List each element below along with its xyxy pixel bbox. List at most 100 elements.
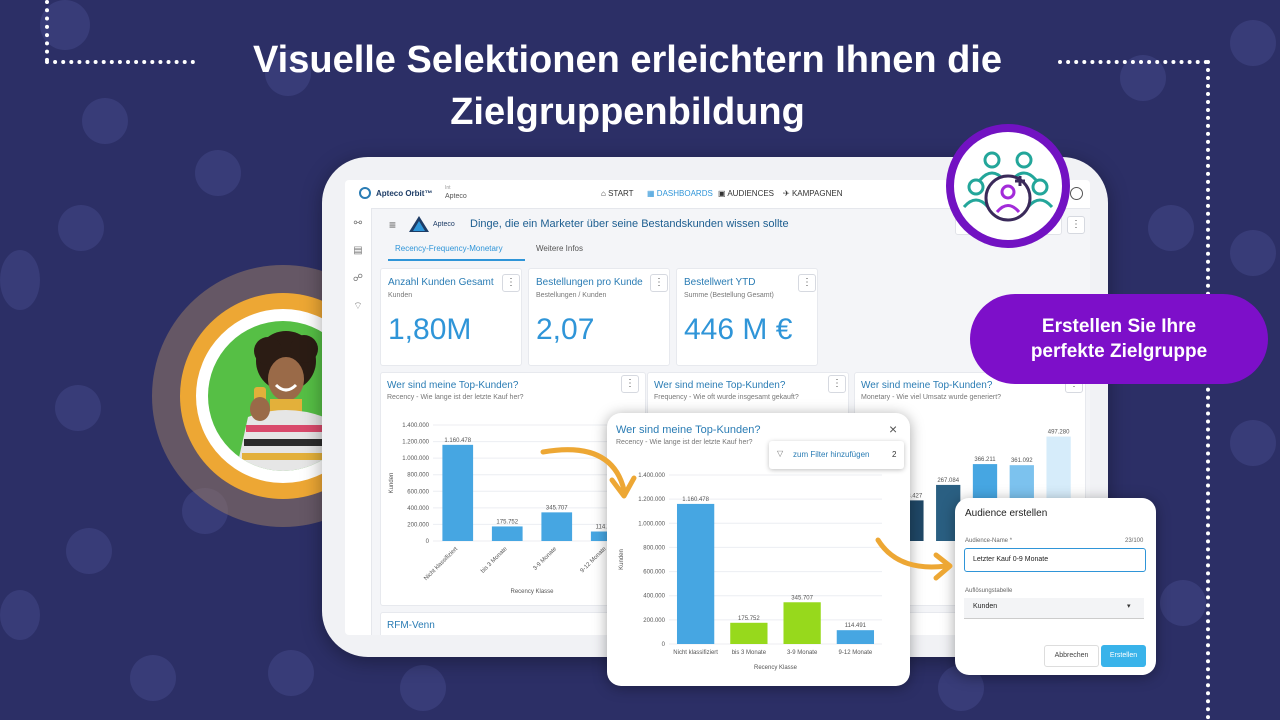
y-tick-label: 600.000	[407, 489, 429, 495]
kpi-value: 2,07	[536, 313, 595, 346]
people-icon[interactable]: ☍	[352, 273, 364, 284]
data-label: 175.752	[738, 616, 760, 622]
data-label: 1.160.478	[444, 438, 471, 444]
dotted-line	[1058, 60, 1208, 64]
x-tick-label: Nicht klassifiziert	[673, 650, 718, 656]
y-tick-label: 1.200.000	[638, 497, 665, 503]
chart-card-subtitle: Frequency - Wie oft wurde insgesamt geka…	[654, 394, 799, 401]
tab-recency[interactable]: Recency-Frequency-Monetary	[395, 244, 503, 253]
dashboard-title: Dinge, die ein Marketer über seine Besta…	[470, 218, 789, 230]
bg-circle	[1148, 205, 1194, 251]
y-tick-label: 1.000.000	[638, 521, 665, 527]
kpi-subtitle: Summe (Bestellung Gesamt)	[684, 292, 774, 299]
campaign-icon: ✈	[783, 189, 790, 198]
x-tick-label: 9-12 Monate	[839, 650, 873, 656]
bg-circle	[1230, 230, 1276, 276]
add-group-icon	[962, 151, 1054, 222]
recency-chart[interactable]: 0 200.000 400.000 600.000 800.000 1.000.000 1.…	[381, 405, 645, 605]
menu-icon[interactable]: ≡	[389, 218, 397, 232]
nav-dashboards-label: DASHBOARDS	[656, 189, 713, 198]
chart-icon[interactable]: ▤	[353, 245, 363, 256]
data-label: 267.084	[937, 478, 959, 484]
user-icon[interactable]	[1070, 187, 1083, 200]
link-icon[interactable]: ⚯	[353, 218, 363, 229]
bar	[676, 503, 715, 644]
y-tick-label: 800.000	[407, 473, 429, 479]
dotted-line	[1206, 60, 1210, 720]
kpi-value: 1,80M	[388, 313, 472, 346]
table-field-label: Auflösungstabelle	[965, 588, 1013, 594]
bg-circle	[0, 250, 40, 310]
y-axis-label: Kunden	[389, 473, 395, 494]
chevron-down-icon: ▾	[1127, 603, 1131, 610]
cancel-button[interactable]: Abbrechen	[1044, 645, 1099, 667]
org-name[interactable]: Apteco	[445, 193, 467, 200]
bg-circle	[66, 528, 112, 574]
bar	[836, 630, 875, 644]
app-logo[interactable]: Apteco Orbit™	[376, 189, 433, 198]
callout-line-2: perfekte Zielgruppe	[1030, 341, 1208, 362]
bar	[730, 622, 768, 644]
header-more-menu[interactable]: ⋮	[1067, 216, 1085, 234]
bar	[541, 512, 573, 541]
audience-badge-inner	[954, 132, 1062, 240]
create-button[interactable]: Erstellen	[1101, 645, 1146, 667]
bar	[491, 526, 523, 541]
nav-dashboards[interactable]: ▦ DASHBOARDS	[647, 189, 713, 198]
bar	[590, 531, 622, 541]
y-axis-label: Kunden	[619, 549, 625, 570]
y-tick-label: 0	[426, 539, 430, 545]
table-select-value: Kunden	[973, 603, 998, 610]
person-illustration	[236, 331, 336, 471]
nav-start-label: START	[608, 189, 634, 198]
headline-line-2: Zielgruppenbildung	[450, 91, 805, 133]
audience-name-input[interactable]: Letzter Kauf 0-9 Monate	[964, 548, 1146, 572]
bg-circle	[82, 98, 128, 144]
orbit-logo-icon	[359, 187, 371, 199]
chart-more-menu[interactable]: ⋮	[621, 375, 639, 393]
kpi-more-menu[interactable]: ⋮	[502, 274, 520, 292]
megaphone-icon[interactable]: ⌔	[353, 301, 363, 312]
x-tick-label: 9-12 Monate	[580, 546, 609, 575]
bg-circle	[1160, 580, 1206, 626]
nav-audiences[interactable]: ▣ AUDIENCES	[718, 189, 774, 198]
close-icon[interactable]: ×	[889, 421, 898, 437]
bg-circle	[400, 665, 446, 711]
callout-pill: Erstellen Sie Ihre perfekte Zielgruppe	[970, 294, 1268, 384]
table-select[interactable]: Kunden ▾	[964, 598, 1144, 619]
kpi-more-menu[interactable]: ⋮	[650, 274, 668, 292]
y-tick-label: 200.000	[643, 618, 665, 624]
x-axis-label: Recency Klasse	[510, 589, 554, 595]
kpi-card-bestellwert: Bestellwert YTD Summe (Bestellung Gesamt…	[676, 268, 818, 366]
y-tick-label: 1.000.000	[402, 456, 429, 462]
chart-card-title: Wer sind meine Top-Kunden?	[861, 380, 993, 391]
filter-menu[interactable]: ▽ zum Filter hinzufügen 2	[769, 441, 904, 469]
home-icon: ⌂	[601, 189, 606, 198]
audience-badge	[946, 124, 1070, 248]
chart-card-recency: Wer sind meine Top-Kunden? Recency - Wie…	[380, 372, 646, 606]
data-label: 366.211	[974, 457, 996, 463]
nav-kampagnen[interactable]: ✈ KAMPAGNEN	[783, 189, 842, 198]
filter-icon: ▽	[777, 449, 784, 458]
kpi-more-menu[interactable]: ⋮	[798, 274, 816, 292]
kpi-subtitle: Kunden	[388, 292, 413, 299]
filter-label: zum Filter hinzufügen	[793, 450, 870, 459]
bar	[442, 444, 474, 541]
y-tick-label: 400.000	[643, 594, 665, 600]
data-label: 1.160.478	[682, 497, 709, 503]
nav-audiences-label: AUDIENCES	[727, 189, 775, 198]
bg-circle	[268, 650, 314, 696]
chart-more-menu[interactable]: ⋮	[828, 375, 846, 393]
kpi-title: Bestellwert YTD	[684, 277, 756, 288]
dialog-title: Audience erstellen	[965, 508, 1048, 519]
nav-start[interactable]: ⌂ START	[601, 189, 634, 198]
tab-weitere-infos[interactable]: Weitere Infos	[536, 244, 583, 253]
bg-circle	[130, 655, 176, 701]
popup-recency-chart[interactable]: 0 200.000 400.000 600.000 800.000 1.000.000 1.…	[607, 469, 910, 684]
bg-circle	[1230, 20, 1276, 66]
data-label: 345.707	[546, 505, 568, 511]
headline-line-1: Visuelle Selektionen erleichtern Ihnen d…	[253, 39, 1002, 81]
popup-subtitle: Recency - Wie lange ist der letzte Kauf …	[616, 439, 753, 446]
y-tick-label: 1.200.000	[402, 440, 429, 446]
